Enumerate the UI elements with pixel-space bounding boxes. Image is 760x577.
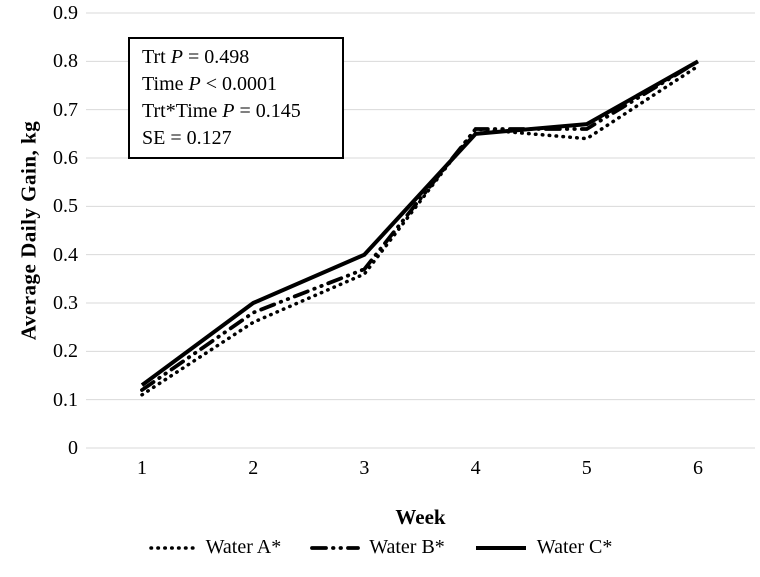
y-tick-label: 0.1 [53, 388, 78, 411]
x-tick-label: 4 [470, 457, 481, 479]
stat-line-time: Time P < 0.0001 [142, 73, 278, 95]
series-line-water-b- [140, 59, 700, 392]
x-tick-label: 2 [248, 457, 259, 479]
dotted-line-icon [148, 545, 197, 550]
x-axis-title: Week [395, 505, 446, 529]
dash-dot-line-icon [310, 545, 361, 550]
x-tick-label: 6 [693, 457, 703, 479]
y-tick-label: 0.9 [53, 2, 78, 24]
x-tick-label: 1 [137, 457, 147, 479]
legend-label-water-c: Water C* [536, 536, 613, 558]
stat-line-trt: Trt P = 0.498 [142, 46, 250, 68]
series-line-water-a- [140, 64, 700, 397]
y-tick-label: 0.8 [53, 50, 78, 73]
stat-line-trt-time: Trt*Time P = 0.145 [142, 100, 301, 122]
x-tick-label: 3 [359, 457, 370, 479]
legend-item-water-a: Water A* [148, 536, 282, 559]
legend-label-water-b: Water B* [369, 536, 445, 558]
y-tick-label: 0.5 [53, 195, 78, 218]
y-tick-label: 0.3 [53, 292, 78, 314]
chart-legend: Water A* Water B* Water C* [0, 536, 760, 559]
legend-item-water-b: Water B* [309, 536, 445, 559]
x-tick-label: 5 [581, 457, 592, 479]
solid-line-icon [475, 545, 526, 550]
series-line-water-c- [140, 59, 699, 387]
stats-annotation-box: Trt P = 0.498 Time P < 0.0001 Trt*Time P… [128, 37, 344, 159]
y-axis-title: Average Daily Gain, kg [16, 120, 41, 341]
legend-label-water-a: Water A* [205, 536, 282, 558]
legend-item-water-c: Water C* [473, 536, 613, 559]
y-tick-label: 0.7 [53, 98, 78, 121]
y-tick-label: 0 [68, 437, 78, 459]
stat-line-se: SE = 0.127 [142, 127, 232, 149]
y-tick-label: 0.4 [53, 243, 78, 266]
y-tick-label: 0.2 [53, 340, 78, 363]
y-tick-label: 0.6 [53, 147, 78, 169]
